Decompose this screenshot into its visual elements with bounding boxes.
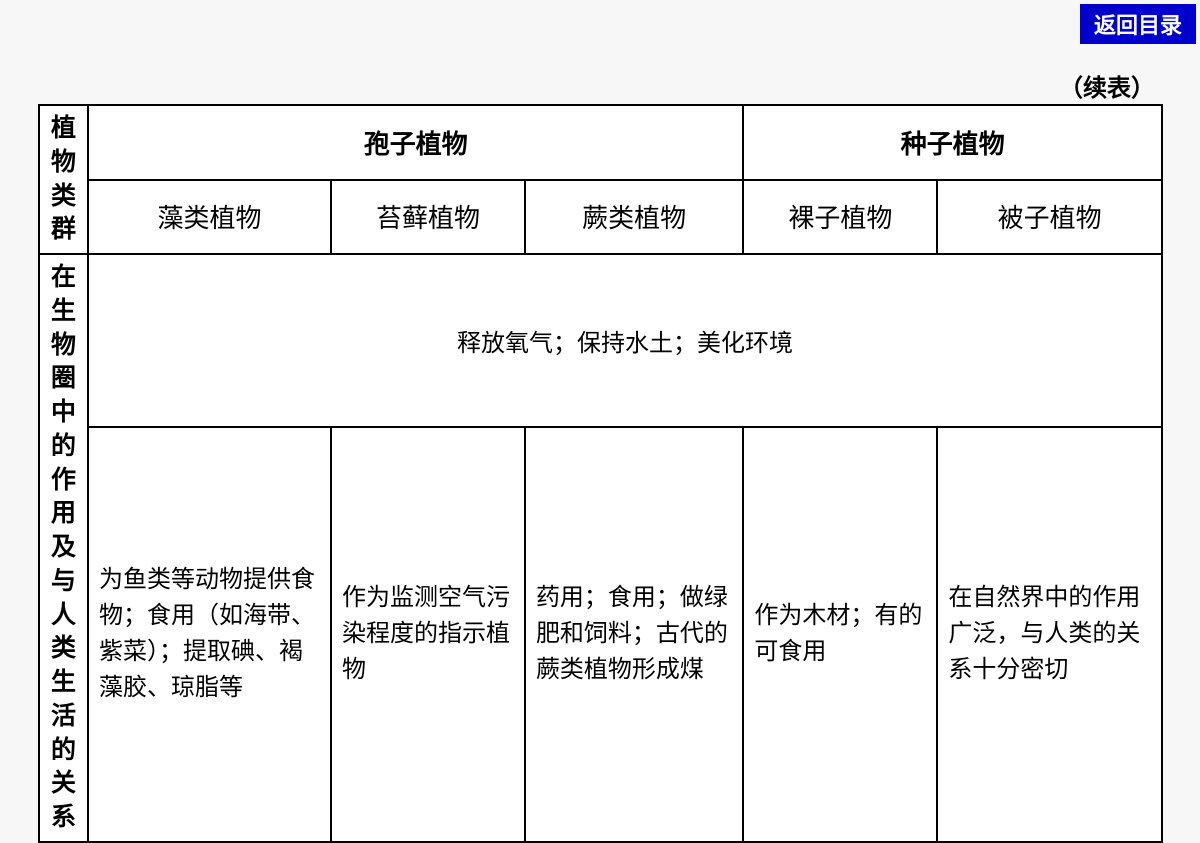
back-to-contents-button[interactable]: 返回目录 bbox=[1080, 4, 1196, 44]
role-row-label: 在生物圈中的作用及与人类生活的关系 bbox=[51, 263, 76, 831]
table-row-details: 为鱼类等动物提供食物；食用（如海带、紫菜）；提取碘、褐藻胶、琼脂等 作为监测空气… bbox=[39, 427, 1162, 842]
algae-header: 藻类植物 bbox=[88, 180, 331, 255]
seed-plants-header: 种子植物 bbox=[743, 105, 1162, 180]
col-group-header: 植物类群 bbox=[39, 105, 88, 254]
continued-table-label: （续表） bbox=[1059, 68, 1155, 103]
fern-cell: 药用；食用；做绿肥和饲料；古代的蕨类植物形成煤 bbox=[525, 427, 743, 842]
spore-plants-header: 孢子植物 bbox=[88, 105, 743, 180]
gymnosperm-header: 裸子植物 bbox=[743, 180, 937, 255]
table-header-row-2: 藻类植物 苔藓植物 蕨类植物 裸子植物 被子植物 bbox=[39, 180, 1162, 255]
plant-groups-table-wrapper: 植物类群 孢子植物 种子植物 藻类植物 苔藓植物 蕨类植物 裸子植物 被子植物 … bbox=[38, 104, 1163, 843]
algae-cell: 为鱼类等动物提供食物；食用（如海带、紫菜）；提取碘、褐藻胶、琼脂等 bbox=[88, 427, 331, 842]
common-role-cell: 释放氧气；保持水土；美化环境 bbox=[88, 254, 1162, 427]
plant-groups-table: 植物类群 孢子植物 种子植物 藻类植物 苔藓植物 蕨类植物 裸子植物 被子植物 … bbox=[38, 104, 1163, 843]
role-row-header: 在生物圈中的作用及与人类生活的关系 bbox=[39, 254, 88, 842]
moss-cell: 作为监测空气污染程度的指示植物 bbox=[331, 427, 525, 842]
fern-header: 蕨类植物 bbox=[525, 180, 743, 255]
table-header-row-1: 植物类群 孢子植物 种子植物 bbox=[39, 105, 1162, 180]
moss-header: 苔藓植物 bbox=[331, 180, 525, 255]
angiosperm-cell: 在自然界中的作用广泛，与人类的关系十分密切 bbox=[937, 427, 1162, 842]
table-row-common: 在生物圈中的作用及与人类生活的关系 释放氧气；保持水土；美化环境 bbox=[39, 254, 1162, 427]
gymnosperm-cell: 作为木材；有的可食用 bbox=[743, 427, 937, 842]
col-group-label: 植物类群 bbox=[51, 114, 76, 243]
angiosperm-header: 被子植物 bbox=[937, 180, 1162, 255]
